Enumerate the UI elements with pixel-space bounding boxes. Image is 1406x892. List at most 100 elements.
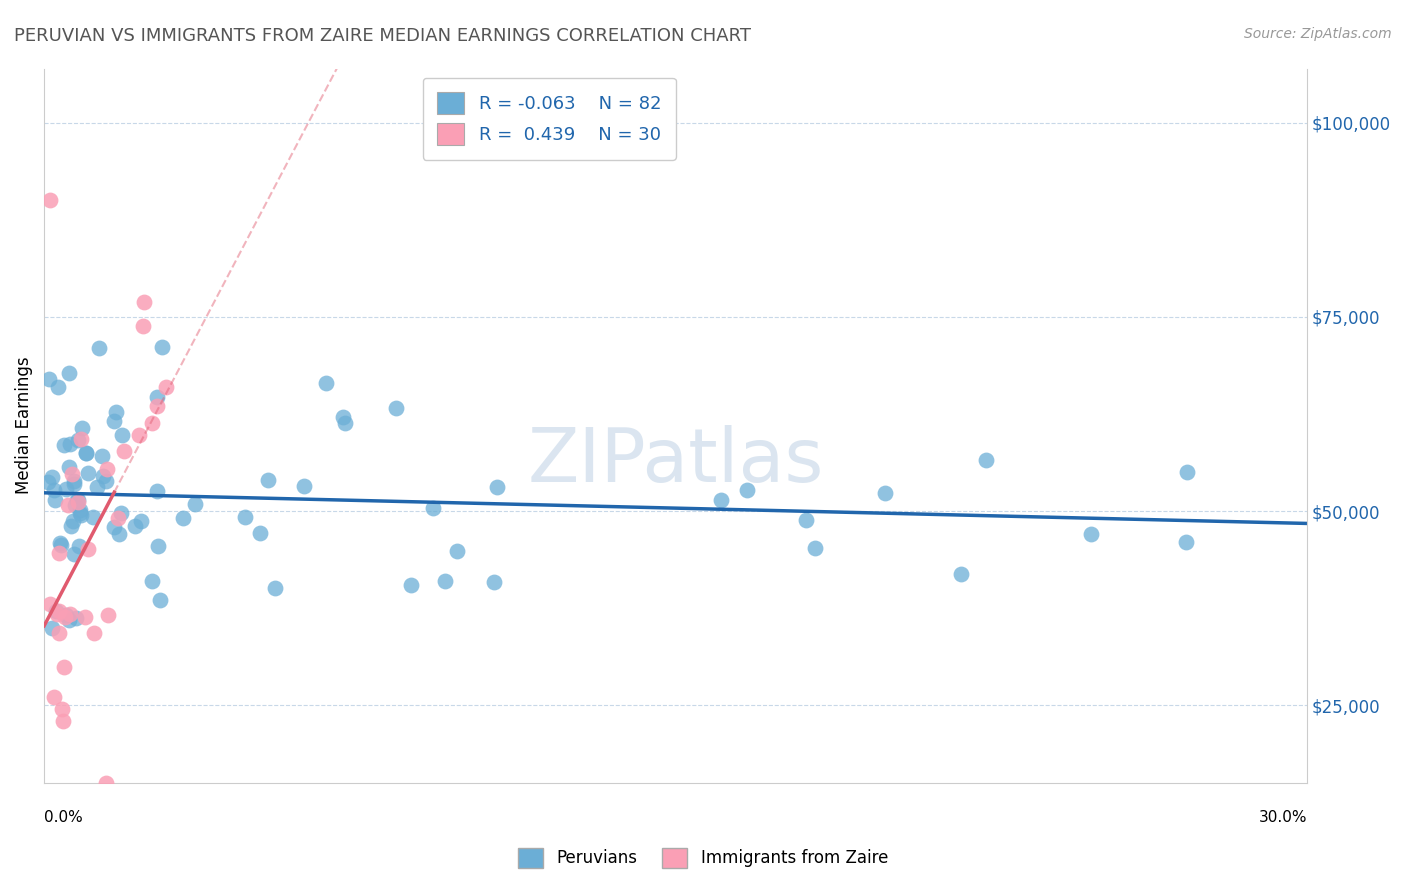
Point — [107, 526, 129, 541]
Point — [65, 611, 87, 625]
Point — [58, 613, 80, 627]
Point — [103, 414, 125, 428]
Point — [46, 380, 69, 394]
Point — [482, 574, 505, 589]
Point — [62, 514, 84, 528]
Point — [55, 482, 77, 496]
Point — [949, 566, 972, 581]
Point — [63, 476, 86, 491]
Point — [976, 453, 998, 467]
Point — [155, 380, 177, 394]
Point — [37, 475, 59, 489]
Point — [62, 547, 84, 561]
Point — [51, 538, 73, 552]
Point — [58, 366, 80, 380]
Point — [97, 607, 120, 622]
Point — [48, 604, 70, 618]
Point — [46, 607, 69, 621]
Point — [1174, 535, 1197, 549]
Point — [51, 701, 73, 715]
Point — [62, 475, 84, 489]
Point — [422, 501, 444, 516]
Point — [433, 574, 456, 588]
Point — [76, 541, 98, 556]
Point — [69, 503, 91, 517]
Point — [332, 409, 354, 424]
Point — [42, 483, 65, 497]
Point — [58, 460, 80, 475]
Point — [1175, 465, 1198, 479]
Point — [66, 495, 89, 509]
Point — [735, 483, 758, 497]
Point — [76, 466, 98, 480]
Point — [128, 427, 150, 442]
Point — [132, 295, 155, 310]
Point — [53, 660, 76, 674]
Point — [710, 493, 733, 508]
Point — [91, 449, 114, 463]
Point — [152, 340, 174, 354]
Point — [59, 607, 82, 622]
Point — [804, 541, 827, 556]
Point — [124, 519, 146, 533]
Point — [48, 546, 70, 560]
Point — [94, 474, 117, 488]
Point — [38, 194, 60, 208]
Point — [384, 401, 406, 416]
Legend: Peruvians, Immigrants from Zaire: Peruvians, Immigrants from Zaire — [512, 841, 894, 875]
Point — [86, 480, 108, 494]
Point — [70, 421, 93, 435]
Point — [111, 427, 134, 442]
Point — [1080, 527, 1102, 541]
Point — [67, 539, 90, 553]
Point — [44, 492, 66, 507]
Point — [264, 582, 287, 596]
Text: Source: ZipAtlas.com: Source: ZipAtlas.com — [1244, 27, 1392, 41]
Point — [70, 508, 93, 522]
Point — [38, 597, 60, 611]
Point — [91, 469, 114, 483]
Point — [794, 513, 817, 527]
Point — [59, 436, 82, 450]
Point — [49, 535, 72, 549]
Point — [172, 511, 194, 525]
Point — [52, 714, 75, 728]
Point — [75, 446, 97, 460]
Point — [82, 509, 104, 524]
Legend: R = -0.063    N = 82, R =  0.439    N = 30: R = -0.063 N = 82, R = 0.439 N = 30 — [423, 78, 676, 160]
Point — [59, 519, 82, 533]
Point — [48, 625, 70, 640]
Point — [63, 499, 86, 513]
Point — [107, 511, 129, 525]
Point — [485, 480, 508, 494]
Point — [52, 438, 75, 452]
Point — [131, 318, 153, 333]
Point — [73, 610, 96, 624]
Point — [184, 497, 207, 511]
Point — [66, 493, 89, 508]
Point — [69, 506, 91, 520]
Point — [399, 578, 422, 592]
Point — [66, 433, 89, 447]
Point — [145, 399, 167, 413]
Point — [45, 604, 67, 618]
Point — [146, 483, 169, 498]
Point — [38, 372, 60, 386]
Point — [141, 416, 163, 430]
Text: PERUVIAN VS IMMIGRANTS FROM ZAIRE MEDIAN EARNINGS CORRELATION CHART: PERUVIAN VS IMMIGRANTS FROM ZAIRE MEDIAN… — [14, 27, 751, 45]
Point — [233, 509, 256, 524]
Point — [146, 539, 169, 553]
Point — [292, 478, 315, 492]
Point — [58, 498, 80, 512]
Point — [75, 445, 97, 459]
Point — [55, 607, 77, 622]
Point — [60, 467, 83, 481]
Point — [110, 506, 132, 520]
Point — [105, 405, 128, 419]
Point — [141, 574, 163, 589]
Point — [69, 433, 91, 447]
Text: ZIPatlas: ZIPatlas — [527, 425, 824, 498]
Point — [249, 526, 271, 541]
Point — [53, 610, 76, 624]
Point — [96, 462, 118, 476]
